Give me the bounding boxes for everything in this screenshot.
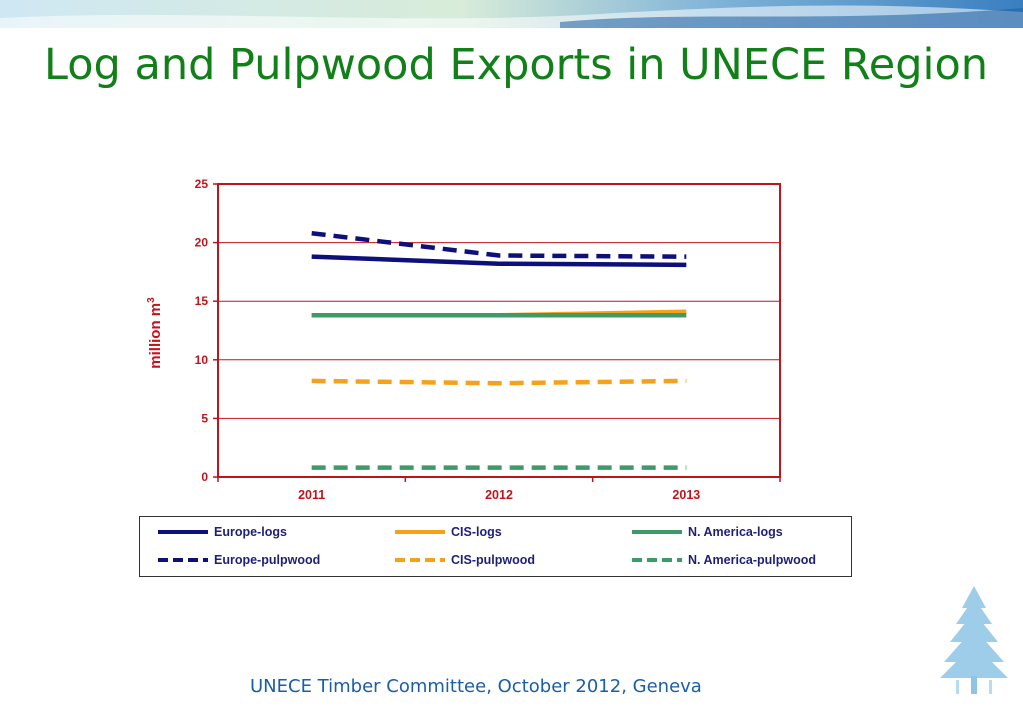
y-tick-label: 15 (195, 294, 209, 308)
legend-item-europe-pulpwood: Europe-pulpwood (158, 550, 320, 570)
legend-swatch (632, 530, 682, 534)
legend-swatch (632, 558, 682, 562)
legend-label: CIS-pulpwood (451, 553, 536, 567)
footer-text: UNECE Timber Committee, October 2012, Ge… (250, 676, 702, 697)
axis-ticks: 0 5 10 15 20 25 2011 2012 2013 (195, 177, 781, 502)
legend-swatch (395, 530, 445, 534)
y-tick-label: 20 (195, 236, 209, 250)
chart-legend: Europe-logs CIS-logs N. America-logs Europe… (139, 516, 852, 577)
series-lines (311, 230, 687, 470)
series-line-europe-pulpwood (311, 230, 687, 259)
y-tick-label: 0 (201, 470, 208, 484)
x-tick-label: 2013 (672, 488, 700, 502)
mosaic-wave-banner (0, 0, 1023, 28)
pine-tree-icon (940, 586, 1008, 694)
plot-area-border (217, 183, 781, 478)
legend-label: N. America-pulpwood (688, 553, 817, 567)
legend-label: Europe-logs (214, 525, 287, 539)
series-line-europe-logs (311, 254, 687, 268)
y-axis-title: million m3 (146, 297, 164, 369)
page-title: Log and Pulpwood Exports in UNECE Region (44, 40, 989, 90)
x-tick-label: 2012 (485, 488, 513, 502)
legend-label: Europe-pulpwood (214, 553, 321, 567)
line-chart: 0 5 10 15 20 25 2011 2012 2013 million m3 (146, 177, 781, 502)
y-tick-label: 5 (201, 411, 208, 425)
legend-swatch (158, 530, 208, 534)
legend-swatch (395, 558, 445, 562)
legend-swatch (158, 558, 208, 562)
legend-label: CIS-logs (451, 525, 502, 539)
y-axis-title-sup: 3 (146, 297, 157, 303)
series-line-cis-pulpwood (311, 378, 687, 386)
legend-label: N. America-logs (688, 525, 783, 539)
y-tick-label: 25 (195, 177, 209, 191)
legend-item-europe-logs: Europe-logs (158, 522, 287, 542)
grid-lines (218, 242, 780, 419)
legend-item-n-america-logs: N. America-logs (632, 522, 783, 542)
legend-item-cis-logs: CIS-logs (395, 522, 502, 542)
legend-item-n-america-pulpwood: N. America-pulpwood (632, 550, 816, 570)
legend-item-cis-pulpwood: CIS-pulpwood (395, 550, 535, 570)
y-axis-title-main: million m (147, 303, 164, 369)
y-tick-label: 10 (195, 353, 209, 367)
x-tick-label: 2011 (298, 488, 325, 502)
